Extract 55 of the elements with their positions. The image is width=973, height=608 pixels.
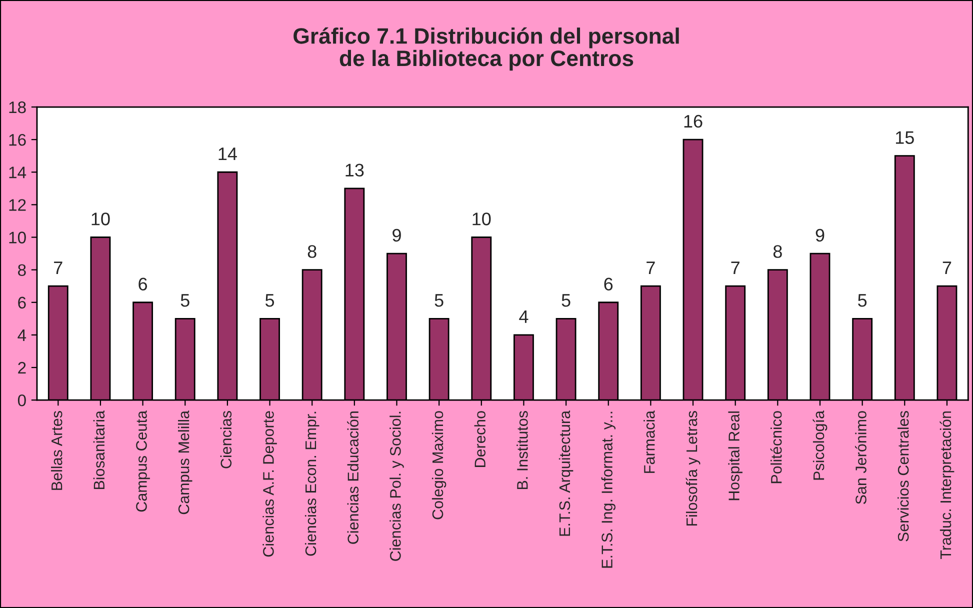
data-label: 10 bbox=[92, 212, 110, 226]
data-label: 13 bbox=[346, 164, 364, 177]
data-label: 5 bbox=[265, 294, 274, 307]
x-tick-label: E.T.S. Arquitectura bbox=[558, 410, 574, 536]
x-tick-label: Farmacia bbox=[644, 410, 655, 473]
y-tick-label: 14 bbox=[9, 166, 26, 178]
y-tick-label: 18 bbox=[9, 101, 26, 114]
x-tick-label: Ciencias Econ. Empr. bbox=[304, 412, 320, 556]
x-tick-label: Colegio Maximo bbox=[432, 411, 446, 520]
data-label: 4 bbox=[519, 310, 528, 323]
data-label: 6 bbox=[138, 278, 148, 290]
data-label: 6 bbox=[604, 278, 613, 290]
x-tick-label: Ciencias A.F. Deporte bbox=[262, 411, 277, 557]
y-tick-label: 10 bbox=[9, 232, 26, 244]
y-tick-label: 16 bbox=[9, 134, 26, 146]
y-tick-label: 0 bbox=[18, 394, 26, 406]
data-label: 7 bbox=[731, 262, 740, 274]
y-tick-label: 2 bbox=[18, 362, 26, 374]
x-tick-label: Hospital Real bbox=[728, 412, 742, 500]
x-tick-label: Ciencias Educación bbox=[347, 411, 359, 544]
data-label: 7 bbox=[54, 262, 62, 274]
data-label: 7 bbox=[942, 262, 952, 274]
data-label: 5 bbox=[180, 294, 190, 307]
data-label: 8 bbox=[773, 245, 782, 258]
x-tick-label: San Jerónimo bbox=[855, 411, 866, 504]
data-label: 5 bbox=[562, 294, 570, 307]
data-label: 8 bbox=[308, 245, 316, 258]
data-label: 9 bbox=[816, 228, 824, 242]
data-label: 14 bbox=[218, 148, 237, 160]
x-tick-label: Servicios Centrales bbox=[898, 411, 909, 542]
x-tick-label: Campus Melilla bbox=[178, 410, 192, 514]
y-tick-label: 12 bbox=[9, 199, 26, 211]
data-label: 16 bbox=[684, 114, 702, 128]
data-label: 9 bbox=[392, 228, 401, 242]
y-tick-label: 8 bbox=[18, 264, 26, 276]
x-tick-label: Biosanitaria bbox=[93, 410, 105, 490]
x-tick-label: Politécnico bbox=[770, 411, 782, 484]
data-label: 5 bbox=[434, 294, 444, 307]
x-tick-label: B. Institutos bbox=[516, 411, 528, 490]
y-tick-label: 4 bbox=[18, 330, 26, 341]
x-tick-label: Derecho bbox=[474, 411, 486, 467]
x-tick-label: Filosofía y Letras bbox=[686, 411, 700, 526]
x-tick-label: Ciencias Pol. y Sociol. bbox=[390, 412, 404, 561]
chart-title: Gráfico 7.1 Distribución del personal de la Biblioteca por Centros bbox=[294, 27, 679, 71]
data-label: 10 bbox=[472, 212, 491, 226]
x-tick-label: Ciencias bbox=[220, 411, 232, 468]
data-label: 15 bbox=[896, 131, 914, 144]
x-tick-label: Campus Ceuta bbox=[136, 410, 150, 512]
y-tick-label: 6 bbox=[18, 296, 26, 309]
x-tick-label: Bellas Artes bbox=[51, 411, 62, 490]
x-tick-label: Psicología bbox=[812, 410, 828, 480]
data-label: 5 bbox=[858, 294, 867, 307]
x-tick-label: E.T.S. Ing. Informat. y... bbox=[601, 412, 616, 568]
x-tick-label: Traduc. Interpretación bbox=[940, 411, 954, 560]
data-label: 7 bbox=[646, 262, 655, 274]
